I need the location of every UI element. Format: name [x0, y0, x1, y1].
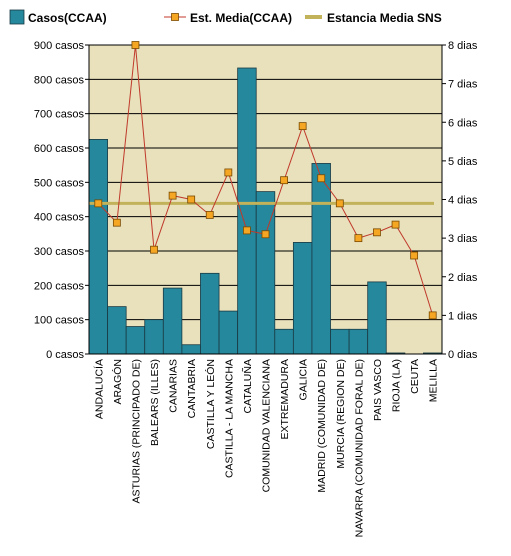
- y-right-tick-label: 0 dias: [448, 349, 478, 361]
- bar: [88, 139, 108, 355]
- line-point: [205, 211, 214, 219]
- y-right-tick-label: 3 dias: [448, 233, 478, 245]
- line-point: [410, 251, 419, 260]
- x-tick-label: CANARIAS: [168, 359, 180, 413]
- bar: [367, 281, 387, 355]
- y-right-tick-label: 1 dias: [448, 310, 478, 322]
- line-point: [187, 195, 196, 204]
- y-right-tick-label: 5 dias: [448, 156, 478, 168]
- y-right-tick-label: 6 dias: [448, 117, 478, 129]
- bar: [107, 306, 127, 355]
- x-tick-label: CASTILLA - LA MANCHA: [223, 359, 235, 478]
- bar: [125, 326, 146, 355]
- line-point: [168, 191, 177, 200]
- y-left-tick-label: 800 casos: [34, 74, 85, 86]
- x-tick-label: CATALUÑA: [241, 359, 254, 413]
- legend-swatch-bar: [9, 9, 25, 25]
- y-left-tick-label: 400 casos: [34, 212, 85, 224]
- x-tick-label: CASTILLA Y LEÓN: [204, 359, 217, 449]
- y-right-tick-label: 7 dias: [448, 79, 478, 91]
- line-point: [298, 122, 307, 131]
- bar: [200, 272, 220, 355]
- x-tick-label: CEUTA: [409, 359, 421, 394]
- line-point: [335, 199, 344, 208]
- x-tick-label: ARAGÓN: [111, 359, 124, 405]
- y-left-tick-label: 700 casos: [34, 109, 85, 121]
- y-right-tick-label: 4 dias: [448, 195, 478, 207]
- line-point: [317, 174, 326, 183]
- x-tick-label: MELILLA: [428, 359, 440, 402]
- y-left-tick-label: 200 casos: [34, 280, 85, 292]
- y-right-tick-label: 2 dias: [448, 272, 478, 284]
- bar: [274, 328, 294, 355]
- bar: [292, 242, 313, 355]
- y-right-tick-label: 8 dias: [448, 40, 478, 52]
- line-point: [243, 226, 251, 235]
- line-point: [354, 234, 363, 243]
- bar: [348, 328, 369, 355]
- line-point: [131, 41, 140, 49]
- y-left-tick-label: 500 casos: [34, 177, 85, 189]
- x-tick-label: ANDALUCÍA: [92, 359, 105, 419]
- x-tick-label: EXTREMADURA: [279, 359, 291, 440]
- line-point: [224, 168, 233, 177]
- x-tick-label: MURCIA (REGION DE): [335, 359, 347, 469]
- y-left-tick-label: 0 casos: [46, 349, 84, 361]
- x-tick-label: MADRID (COMUNIDAD DE): [316, 359, 328, 493]
- line-point: [261, 230, 270, 239]
- x-tick-label: BALEARS (ILLES): [149, 359, 161, 446]
- x-tick-label: NAVARRA (COMUNIDAD FORAL DE): [353, 359, 365, 537]
- legend-swatch-marker: [171, 13, 179, 21]
- bar: [330, 328, 350, 355]
- y-left-tick-label: 300 casos: [34, 246, 85, 258]
- x-tick-label: RIOJA (LA): [391, 359, 403, 412]
- x-tick-label: CANTABRIA: [186, 359, 198, 418]
- bar: [162, 287, 183, 355]
- bar: [144, 319, 164, 355]
- x-tick-label: COMUNIDAD VALENCIANA: [261, 359, 273, 492]
- line-point: [280, 176, 288, 185]
- bar: [311, 163, 331, 355]
- x-tick-label: GALICIA: [298, 359, 310, 400]
- y-left-tick-label: 600 casos: [34, 143, 85, 155]
- y-left-tick-label: 900 casos: [34, 40, 85, 52]
- legend-label: Estancia Media SNS: [327, 11, 442, 25]
- y-left-tick-label: 100 casos: [34, 315, 85, 327]
- line-point: [428, 311, 437, 320]
- line-point: [150, 245, 158, 254]
- legend-label: Casos(CCAA): [28, 11, 107, 25]
- x-tick-label: ASTURIAS (PRINCIPADO DE): [130, 359, 142, 504]
- bar: [181, 344, 201, 355]
- line-point: [112, 218, 121, 227]
- x-tick-label: PAIS VASCO: [372, 359, 384, 421]
- legend-label: Est. Media(CCAA): [190, 11, 292, 25]
- line-point: [94, 199, 103, 208]
- bar: [218, 310, 239, 355]
- line-point: [373, 228, 381, 237]
- line-point: [391, 220, 400, 229]
